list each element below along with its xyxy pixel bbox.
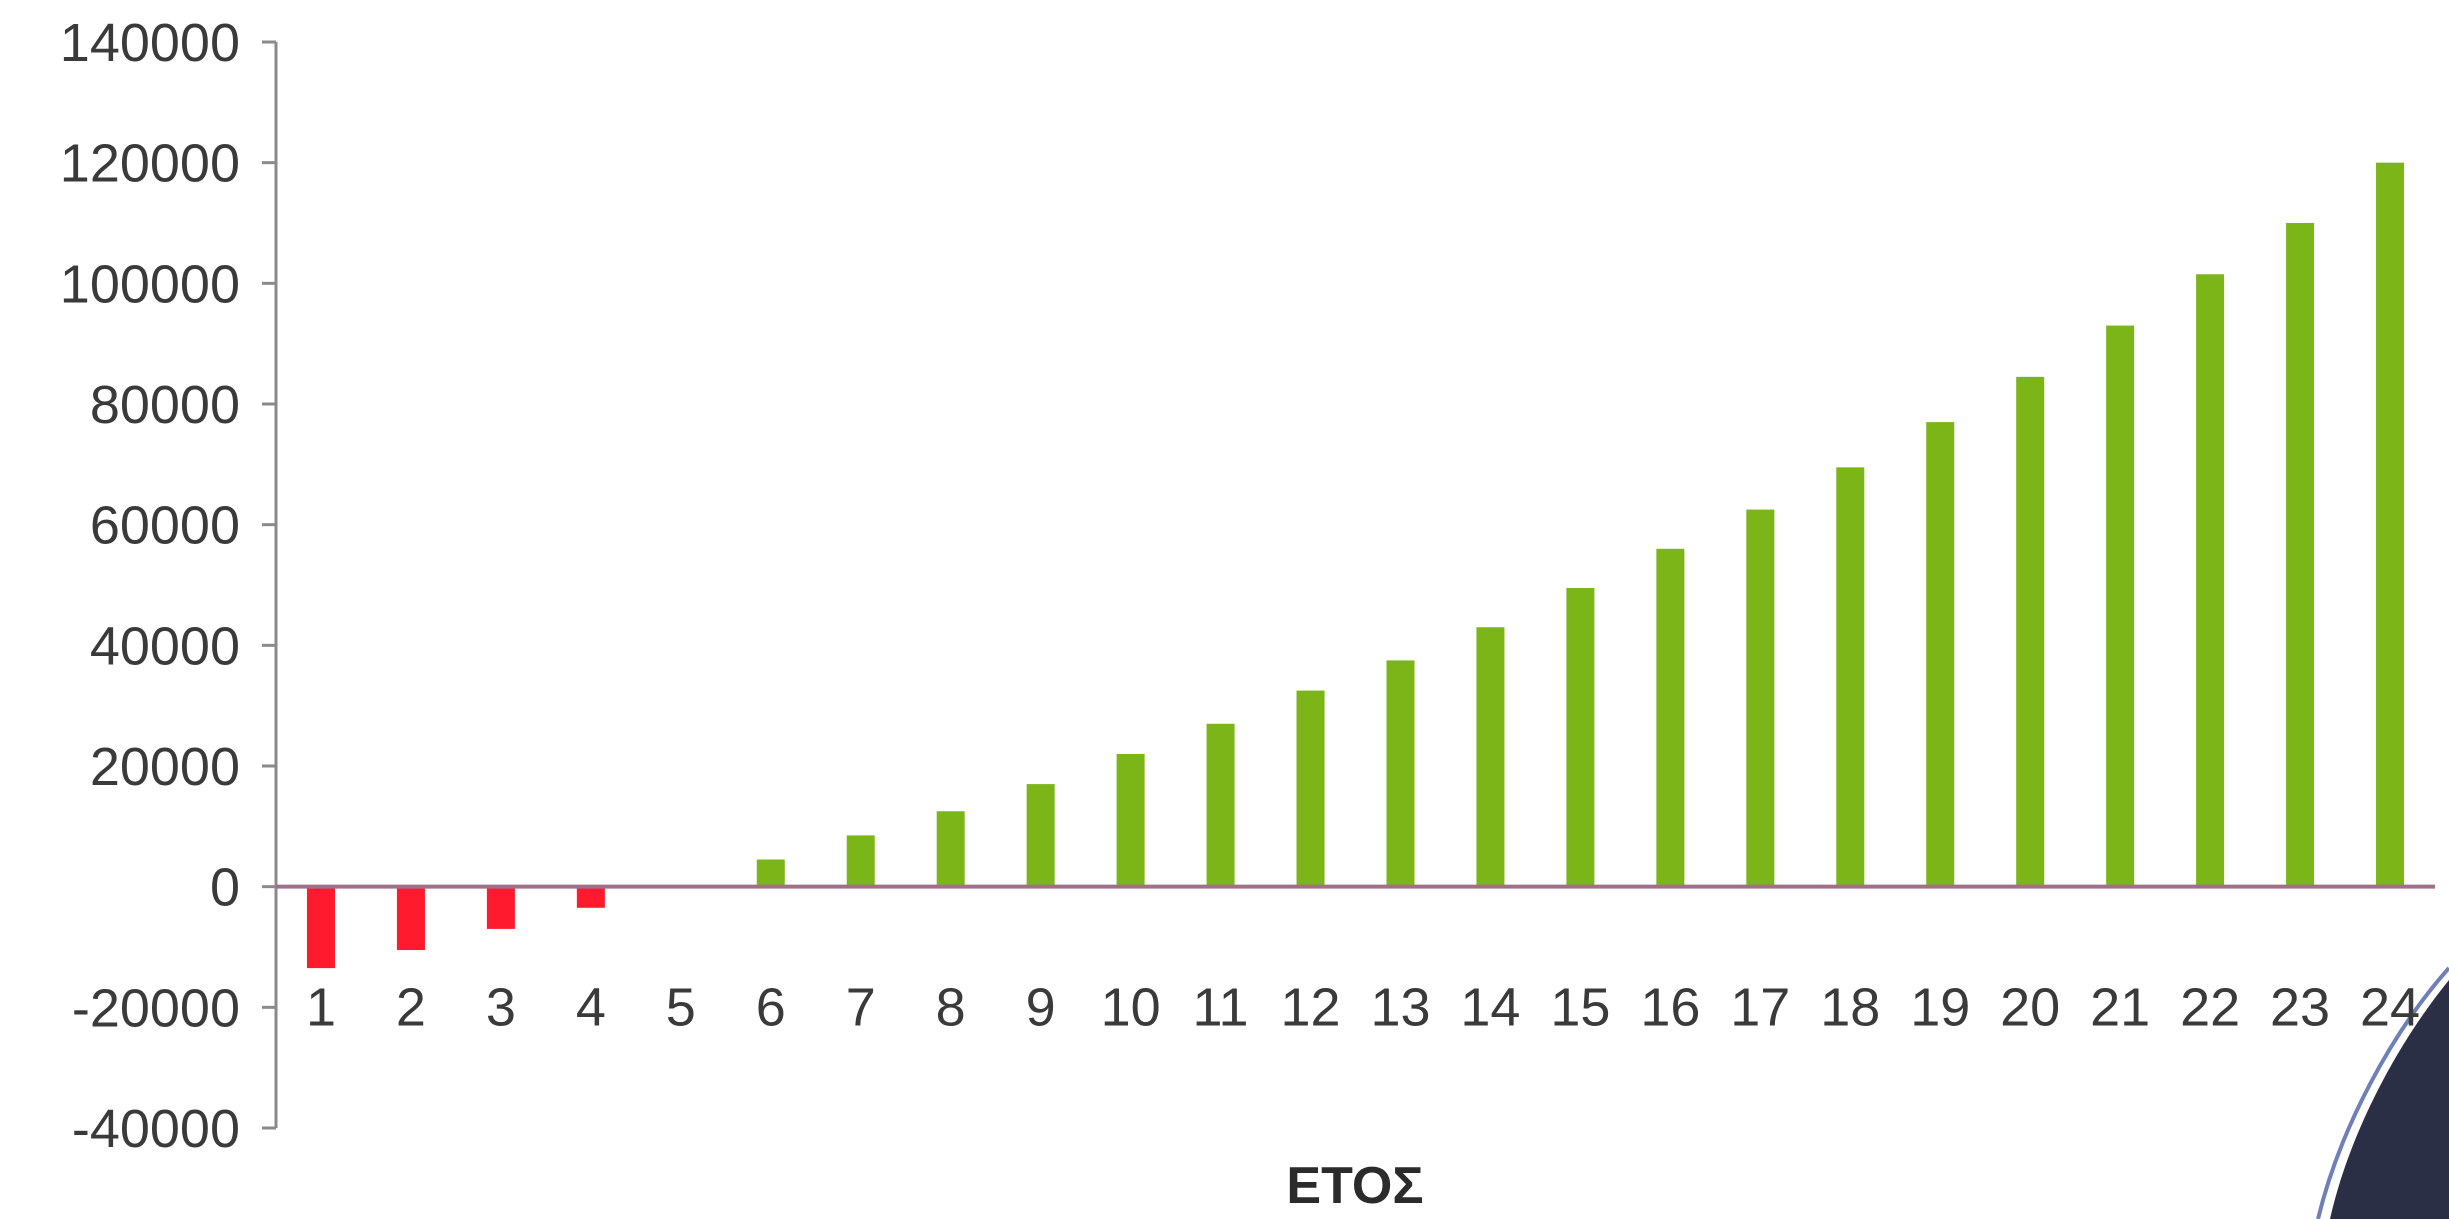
x-category-label: 15 [1550,977,1610,1037]
bar-23 [2286,223,2315,887]
x-category-label: 21 [2090,977,2150,1037]
bar-12 [1296,690,1325,887]
x-category-label: 24 [2360,977,2420,1037]
x-category-label: 10 [1101,977,1161,1037]
bar-24 [2376,162,2405,887]
y-tick-label: 100000 [60,254,240,314]
y-tick-label: 120000 [60,134,240,194]
x-category-label: 17 [1730,977,1790,1037]
x-category-label: 16 [1640,977,1700,1037]
bar-19 [1926,422,1955,887]
bar-7 [846,835,875,887]
y-tick-label: -20000 [72,978,240,1038]
bar-22 [2196,274,2225,887]
bar-6 [756,859,785,887]
y-tick-label: 0 [210,858,240,918]
bar-4 [576,886,605,908]
x-category-label: 9 [1026,977,1056,1037]
bar-21 [2106,325,2135,887]
bar-15 [1566,588,1595,887]
bar-series [306,162,2405,969]
bar-1 [306,886,335,969]
y-tick-label: 20000 [90,737,240,797]
bar-20 [2016,376,2045,887]
y-tick-label: -40000 [72,1099,240,1159]
corner-accent-shape [2330,980,2449,1219]
y-tick-label: 140000 [60,13,240,73]
x-category-label: 22 [2180,977,2240,1037]
bar-8 [936,811,965,887]
x-category-label: 4 [576,977,606,1037]
bar-9 [1026,784,1055,887]
y-axis: 140000 120000 100000 80000 60000 40000 20000 0 -… [60,13,278,1159]
y-tick-label: 60000 [90,496,240,556]
x-category-label: 14 [1460,977,1520,1037]
bar-16 [1656,548,1685,887]
bar-10 [1116,753,1145,887]
bar-17 [1746,509,1775,887]
y-tick-label: 80000 [90,375,240,435]
x-axis-category-labels: 1 2 3 4 5 6 7 8 9 10 11 12 13 14 15 16 17 18 19 20 21 22 23 24 [306,977,2420,1037]
y-tick-label: 40000 [90,616,240,676]
bar-11 [1206,723,1235,887]
x-category-label: 11 [1193,977,1249,1037]
x-category-label: 3 [486,977,516,1037]
x-category-label: 6 [756,977,786,1037]
x-category-label: 19 [1910,977,1970,1037]
bar-3 [486,886,515,929]
x-category-label: 12 [1280,977,1340,1037]
x-category-label: 20 [2000,977,2060,1037]
x-category-label: 8 [936,977,966,1037]
x-axis-title: ΕΤΟΣ [1286,1157,1423,1215]
x-category-label: 5 [666,977,696,1037]
x-category-label: 2 [396,977,426,1037]
x-category-label: 23 [2270,977,2330,1037]
corner-accent-highlight [2316,966,2449,1219]
x-category-label: 18 [1820,977,1880,1037]
bar-18 [1836,467,1865,887]
x-category-label: 7 [846,977,876,1037]
bar-2 [396,886,425,951]
x-category-label: 13 [1370,977,1430,1037]
bar-14 [1476,627,1505,887]
bar-13 [1386,660,1415,887]
x-category-label: 1 [306,977,336,1037]
